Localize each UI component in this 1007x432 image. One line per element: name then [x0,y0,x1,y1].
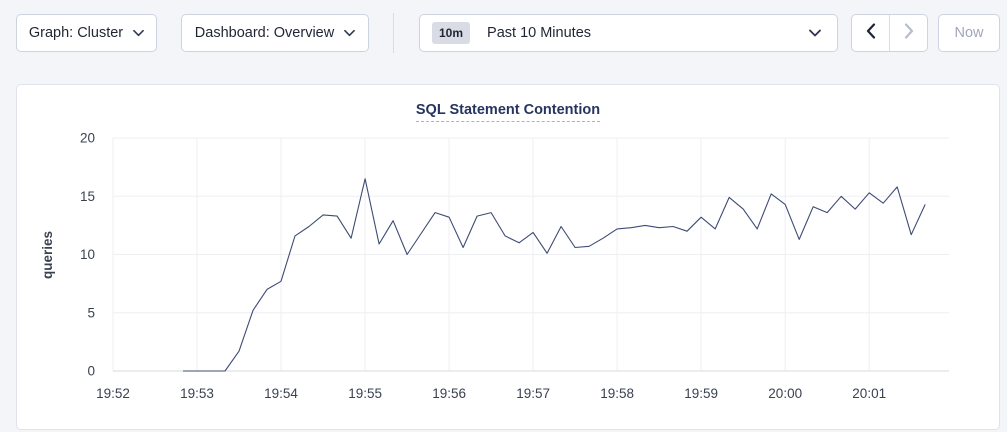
time-back-button[interactable] [852,15,889,51]
svg-text:19:53: 19:53 [180,386,214,401]
chevron-down-icon [133,29,145,37]
chart-title[interactable]: SQL Statement Contention [415,102,601,122]
time-range-label: Past 10 Minutes [487,25,592,41]
svg-text:20:01: 20:01 [852,386,886,401]
svg-text:19:52: 19:52 [96,386,130,401]
svg-text:20:00: 20:00 [768,386,802,401]
graph-dropdown-label: Graph: Cluster [28,25,124,41]
y-tick-labels: 0 5 10 15 20 [80,131,95,379]
dashboard-dropdown-label: Dashboard: Overview [194,25,335,41]
svg-text:19:57: 19:57 [516,386,550,401]
svg-text:19:59: 19:59 [684,386,718,401]
chart-svg[interactable]: 19:52 19:53 19:54 19:55 19:56 19:57 19:58 19:59… [17,85,1001,431]
y-axis-label: queries [40,231,55,279]
svg-text:10: 10 [80,247,95,262]
svg-text:15: 15 [80,189,95,204]
time-range-badge: 10m [432,22,471,44]
graph-dropdown[interactable]: Graph: Cluster [16,14,157,52]
svg-text:5: 5 [87,305,95,320]
time-forward-button[interactable] [889,15,927,51]
svg-text:19:56: 19:56 [432,386,466,401]
chevron-right-icon [904,22,914,44]
chevron-left-icon [866,22,876,44]
chart-card: SQL Statement Contention 19:52 19:53 19:54… [16,84,1000,430]
svg-text:queries: queries [40,231,55,279]
svg-text:19:55: 19:55 [348,386,382,401]
toolbar-divider [393,13,394,53]
chevron-down-icon [344,29,356,37]
chevron-down-icon [809,29,821,37]
chart-title-wrap: SQL Statement Contention [17,101,999,122]
svg-text:19:58: 19:58 [600,386,634,401]
y-gridlines [113,137,949,372]
time-nav-group [851,14,928,52]
now-button[interactable]: Now [938,14,1000,52]
svg-text:20: 20 [80,131,95,146]
svg-text:19:54: 19:54 [264,386,298,401]
svg-text:0: 0 [87,364,95,379]
dashboard-dropdown[interactable]: Dashboard: Overview [181,14,369,52]
series-line [183,178,926,372]
x-tick-labels: 19:52 19:53 19:54 19:55 19:56 19:57 19:58 19:59… [96,386,886,401]
time-range-dropdown[interactable]: 10m Past 10 Minutes [419,14,838,52]
